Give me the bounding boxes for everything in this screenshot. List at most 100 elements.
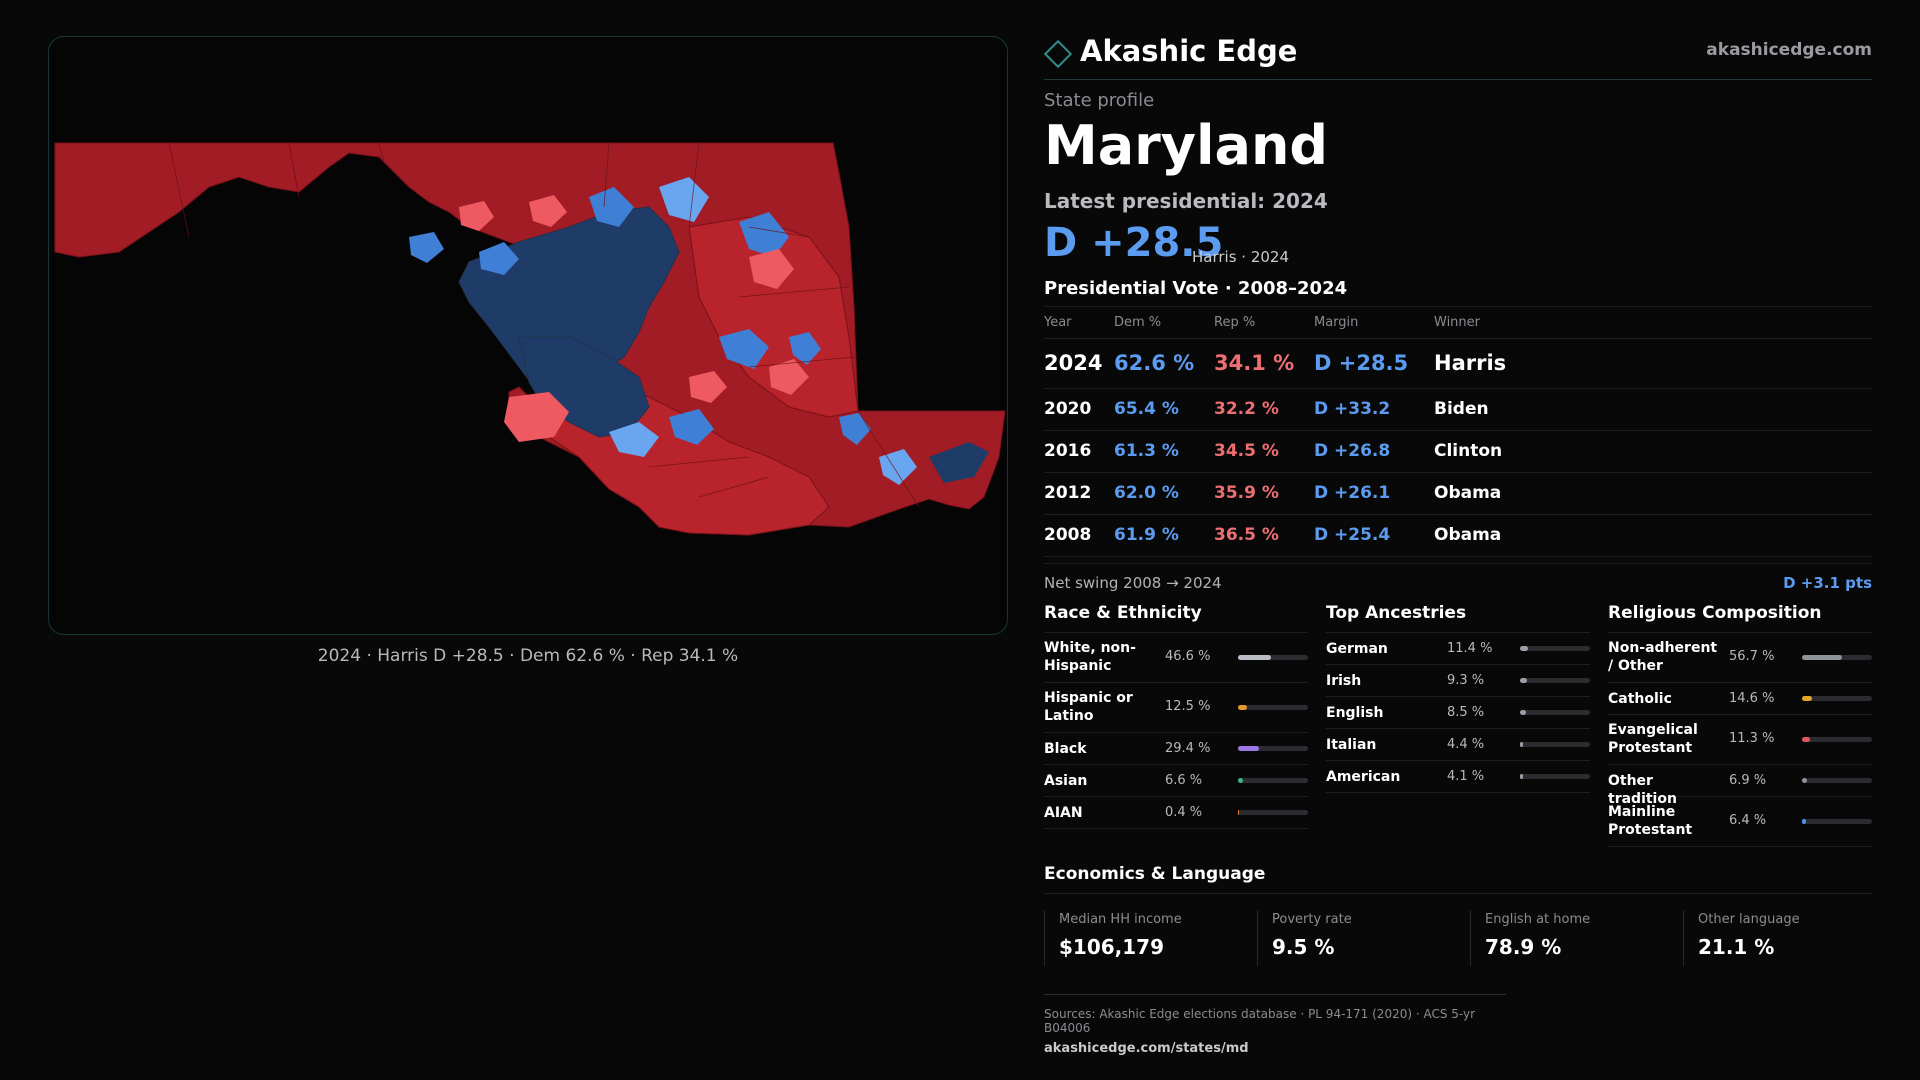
map-dem-pocket: [669, 409, 714, 445]
map-dem-pocket: [789, 332, 821, 365]
list-item: German 11.4 %: [1326, 633, 1590, 665]
item-label: Hispanic or Latino: [1044, 690, 1133, 724]
row-dem: 61.9 %: [1114, 525, 1179, 545]
net-swing-label: Net swing 2008 → 2024: [1044, 574, 1222, 592]
item-label: Evangelical Protestant: [1608, 722, 1698, 756]
item-bar-fill: [1520, 742, 1524, 747]
col-year-header: Year: [1044, 315, 1072, 330]
list-item: Hispanic or Latino 12.5 %: [1044, 683, 1308, 733]
item-pct: 11.3 %: [1729, 731, 1775, 746]
item-pct: 4.1 %: [1447, 769, 1485, 784]
item-label: Mainline Protestant: [1608, 804, 1693, 838]
item-pct: 11.4 %: [1447, 641, 1493, 656]
footer: Sources: Akashic Edge elections database…: [1044, 994, 1506, 1056]
item-bar: [1238, 810, 1308, 815]
row-winner: Clinton: [1434, 441, 1503, 461]
row-year: 2008: [1044, 525, 1092, 545]
stat-value: 9.5 %: [1272, 935, 1335, 959]
list-item: Catholic 14.6 %: [1608, 683, 1872, 715]
item-label: Black: [1044, 741, 1087, 757]
state-title: Maryland: [1044, 114, 1329, 177]
maryland-precinct-map[interactable]: [49, 37, 1008, 635]
map-dem-pocket: [479, 242, 519, 275]
item-bar: [1520, 678, 1590, 683]
map-dem-pocket: [879, 449, 917, 485]
item-pct: 9.3 %: [1447, 673, 1485, 688]
item-pct: 0.4 %: [1165, 805, 1203, 820]
stat-card: English at home 78.9 %: [1470, 910, 1680, 966]
sources-text: Sources: Akashic Edge elections database…: [1044, 1007, 1476, 1035]
site-header: Akashic Edge akashicedge.com: [1043, 34, 1872, 80]
row-year: 2012: [1044, 483, 1092, 503]
table-row: 2016 61.3 % 34.5 % D +26.8 Clinton: [1044, 431, 1872, 473]
item-bar: [1520, 742, 1590, 747]
stat-label: Other language: [1698, 912, 1800, 927]
item-label: American: [1326, 769, 1401, 785]
row-winner: Biden: [1434, 399, 1489, 419]
row-margin: D +28.5: [1314, 351, 1409, 375]
item-bar: [1520, 646, 1590, 651]
headline-margin: D +28.5: [1044, 220, 1224, 266]
list-item: American 4.1 %: [1326, 761, 1590, 793]
map-rep-pocket: [459, 201, 494, 231]
item-bar: [1520, 774, 1590, 779]
map-dem-pocket: [659, 177, 709, 222]
item-pct: 46.6 %: [1165, 649, 1211, 664]
item-bar-fill: [1520, 646, 1528, 651]
row-rep: 35.9 %: [1214, 483, 1279, 503]
headline-margin-sub: Harris · 2024: [1192, 248, 1290, 266]
item-bar: [1802, 819, 1872, 824]
presidential-vote-table: Year Dem % Rep % Margin Winner 2024 62.6…: [1044, 306, 1872, 557]
list-item: Black 29.4 %: [1044, 733, 1308, 765]
stat-card: Median HH income $106,179: [1044, 910, 1254, 966]
map-dem-pocket: [929, 442, 989, 483]
col-winner-header: Winner: [1434, 315, 1481, 330]
stat-card: Other language 21.1 %: [1683, 910, 1872, 966]
item-bar-fill: [1238, 778, 1243, 783]
list-item: White, non-Hispanic 46.6 %: [1044, 633, 1308, 683]
stat-card: Poverty rate 9.5 %: [1257, 910, 1467, 966]
item-label: Other tradition: [1608, 773, 1677, 807]
item-pct: 56.7 %: [1729, 649, 1775, 664]
item-label: English: [1326, 705, 1384, 721]
map-dem-pocket: [719, 329, 769, 369]
profile-eyebrow: State profile: [1044, 90, 1155, 111]
stat-value: $106,179: [1059, 935, 1165, 959]
item-pct: 8.5 %: [1447, 705, 1485, 720]
item-pct: 6.4 %: [1729, 813, 1767, 828]
net-swing-value: D +3.1 pts: [1783, 574, 1872, 592]
item-bar-fill: [1520, 774, 1523, 779]
source-url-link[interactable]: akashicedge.com/states/md: [1044, 1041, 1249, 1056]
row-margin: D +25.4: [1314, 525, 1391, 545]
item-label: Italian: [1326, 737, 1377, 753]
state-map-panel[interactable]: [48, 36, 1008, 635]
list-item: Non-adherent / Other 56.7 %: [1608, 633, 1872, 683]
item-bar-fill: [1802, 655, 1842, 660]
brand-name[interactable]: Akashic Edge: [1080, 34, 1298, 68]
domain-link[interactable]: akashicedge.com: [1706, 40, 1872, 60]
latest-presidential-label: Latest presidential: 2024: [1044, 189, 1328, 213]
col-rep-header: Rep %: [1214, 315, 1256, 330]
map-county-lines: [168, 142, 920, 508]
stat-value: 21.1 %: [1698, 935, 1775, 959]
item-pct: 6.6 %: [1165, 773, 1203, 788]
map-dem-pocket: [409, 232, 444, 263]
item-pct: 14.6 %: [1729, 691, 1775, 706]
list-item: Italian 4.4 %: [1326, 729, 1590, 761]
map-eastern-shore: [688, 216, 859, 418]
row-rep: 34.1 %: [1214, 351, 1295, 375]
row-winner: Obama: [1434, 483, 1502, 503]
row-winner: Obama: [1434, 525, 1502, 545]
item-bar-fill: [1520, 710, 1526, 715]
map-rep-pocket: [769, 359, 809, 395]
ancestry-title: Top Ancestries: [1326, 601, 1590, 633]
religion-title: Religious Composition: [1608, 601, 1872, 633]
item-bar-fill: [1520, 678, 1527, 683]
list-item: AIAN 0.4 %: [1044, 797, 1308, 829]
map-dem-pocket: [609, 422, 659, 457]
item-bar: [1520, 710, 1590, 715]
row-year: 2020: [1044, 399, 1092, 419]
item-pct: 4.4 %: [1447, 737, 1485, 752]
list-item: English 8.5 %: [1326, 697, 1590, 729]
item-label: German: [1326, 641, 1388, 657]
